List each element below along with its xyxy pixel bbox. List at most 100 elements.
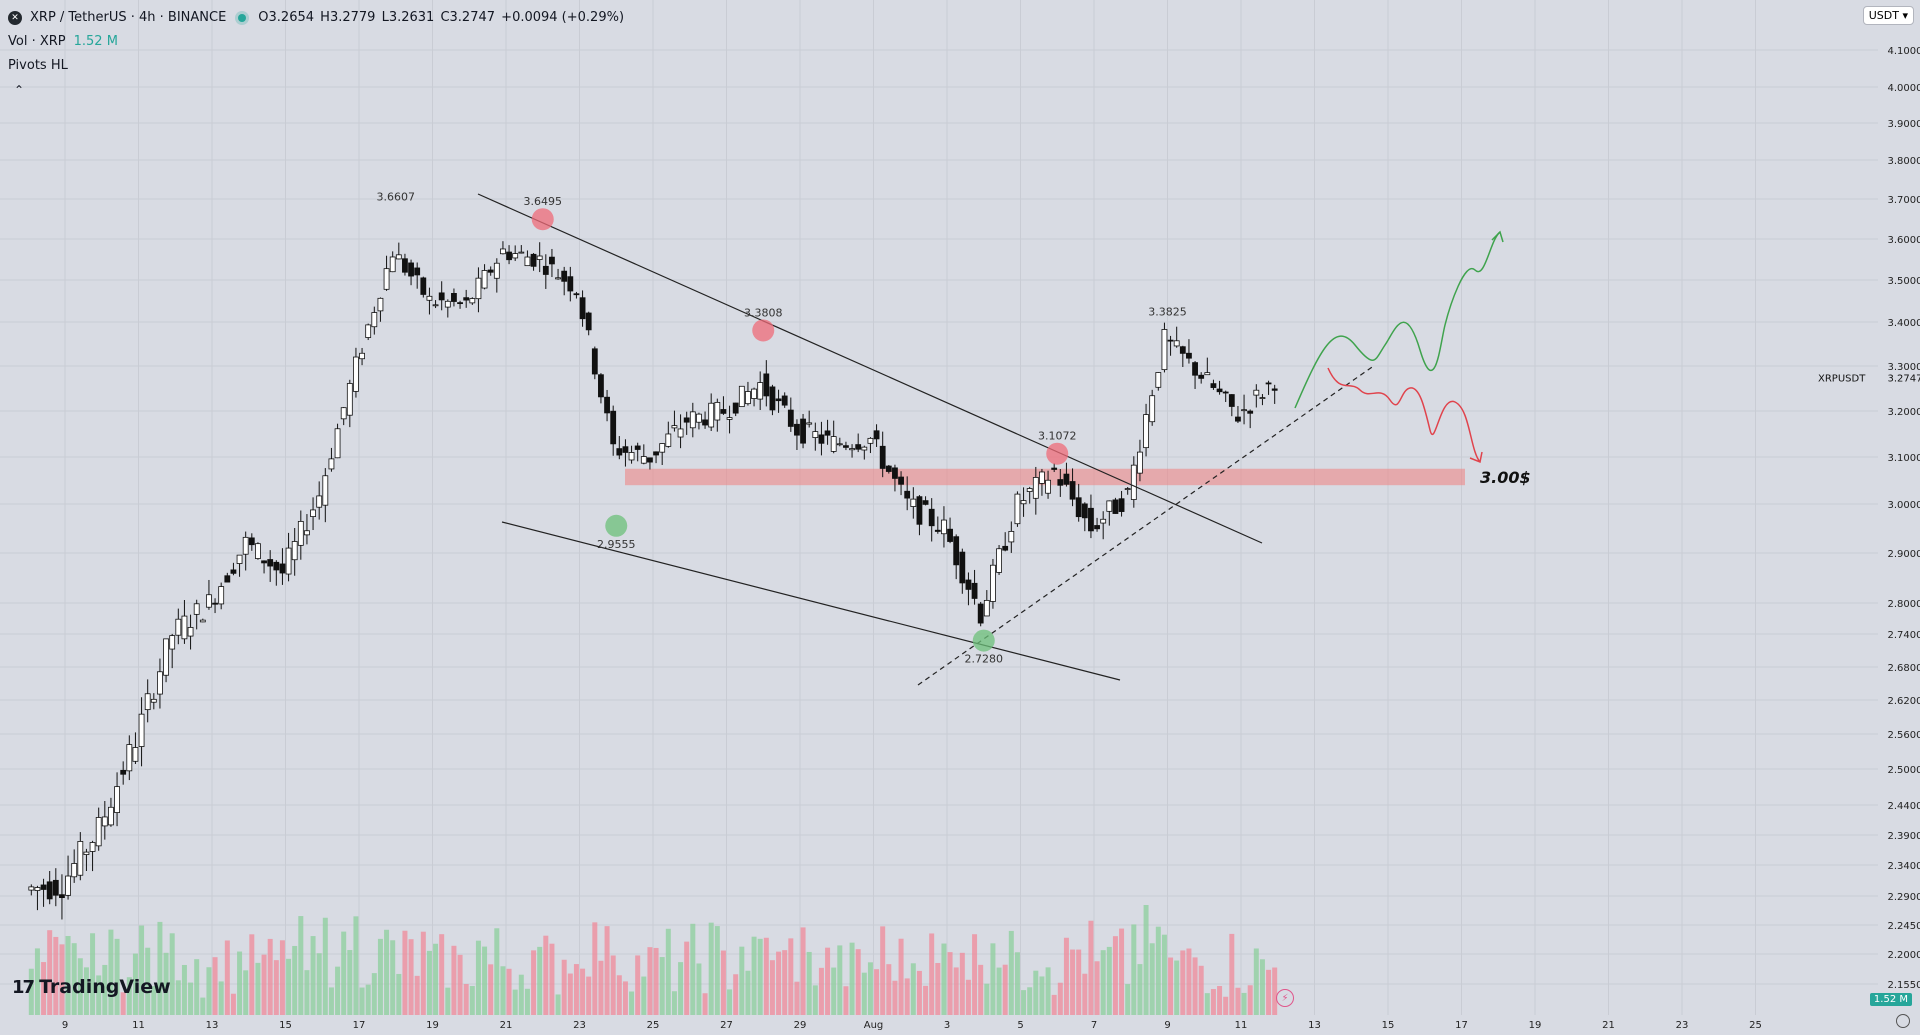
candle-body <box>1265 382 1272 385</box>
volume-bar <box>1051 994 1057 1015</box>
volume-bar <box>286 958 292 1015</box>
volume-bar <box>1137 964 1143 1015</box>
bullish-projection-path <box>1294 231 1501 409</box>
bullish-arrowhead-icon <box>1491 230 1504 243</box>
volume-bar <box>1204 993 1210 1015</box>
volume-row[interactable]: Vol · XRP 1.52 M <box>8 30 626 54</box>
volume-bar <box>1217 986 1223 1015</box>
volume-bar <box>433 943 439 1015</box>
volume-bar <box>923 985 929 1015</box>
time-axis-tick: 25 <box>1749 1020 1762 1031</box>
volume-bar <box>641 976 647 1015</box>
bearish-arrowhead-icon <box>1469 451 1483 464</box>
collapse-chevron-icon[interactable]: ⌃ <box>14 83 25 97</box>
candle-body <box>457 302 463 305</box>
volume-bar <box>892 980 898 1015</box>
support-zone-label: 3.00$ <box>1480 468 1531 487</box>
volume-bar <box>322 917 328 1015</box>
time-axis-tick: 21 <box>1602 1020 1615 1031</box>
candle-body <box>1014 493 1021 525</box>
ohlc-values: O3.2654 H3.2779 L3.2631 C3.2747 +0.0094 … <box>258 6 626 30</box>
volume-bar <box>34 948 40 1015</box>
volume-bar <box>500 966 506 1015</box>
volume-bar <box>1223 996 1229 1015</box>
candle-body <box>365 324 372 338</box>
candle-body <box>941 519 947 535</box>
candle-body <box>438 292 445 301</box>
candle-body <box>1228 394 1235 407</box>
volume-bar <box>163 952 169 1015</box>
volume-bar <box>684 941 690 1015</box>
settings-icon[interactable] <box>1896 1014 1910 1028</box>
indicator-row[interactable]: Pivots HL <box>8 54 626 78</box>
volume-bar <box>984 983 990 1015</box>
price-axis-tick: 2.2000 <box>1888 950 1920 961</box>
candle-body <box>1253 389 1260 396</box>
pivot-label: 3.6607 <box>377 191 416 204</box>
time-axis-tick: 7 <box>1091 1020 1097 1031</box>
volume-bar <box>1272 967 1278 1015</box>
volume-bar <box>445 987 451 1015</box>
candle-body <box>512 253 519 259</box>
volume-bar <box>341 931 347 1015</box>
volume-bar <box>647 947 653 1015</box>
candle-body <box>622 446 629 453</box>
candle-body <box>1002 545 1009 551</box>
price-axis-tick: 3.2000 <box>1888 407 1920 418</box>
candle-body <box>1222 391 1229 394</box>
volume-bar <box>1119 928 1125 1015</box>
candle-body <box>947 528 953 542</box>
candle-body <box>904 490 911 499</box>
pivot-label: 3.6495 <box>524 195 563 208</box>
candle-body <box>714 402 721 421</box>
volume-bar <box>396 973 402 1015</box>
price-axis-tick: 3.3000 <box>1888 362 1920 373</box>
time-axis-tick: 17 <box>1455 1020 1468 1031</box>
tradingview-logo[interactable]: 𝟭𝟳 TradingView <box>12 976 171 998</box>
chart-legend: ✕ XRP / TetherUS · 4h · BINANCE O3.2654 … <box>8 6 626 102</box>
candle-body <box>346 383 353 416</box>
volume-bar <box>1033 970 1039 1015</box>
candle-body <box>598 374 604 398</box>
volume-bar <box>273 960 279 1015</box>
price-axis-background <box>1878 0 1920 1035</box>
volume-bar <box>549 943 555 1015</box>
lightning-icon[interactable]: ⚡ <box>1276 989 1294 1007</box>
volume-bar <box>1266 969 1272 1015</box>
price-axis-tick: 2.9000 <box>1888 549 1920 560</box>
volume-bar <box>114 938 120 1015</box>
pivot-label: 2.9555 <box>597 538 636 551</box>
volume-bar <box>1247 985 1253 1015</box>
time-axis-tick: Aug <box>864 1020 884 1031</box>
volume-bar <box>665 928 671 1015</box>
candle-body <box>493 262 500 279</box>
candle-body <box>708 402 715 428</box>
candle-body <box>193 603 200 615</box>
volume-bar <box>812 985 818 1015</box>
candle-body <box>775 398 782 402</box>
candle-body <box>353 356 359 392</box>
candle-body <box>971 582 978 599</box>
volume-bar <box>586 976 592 1015</box>
volume-bar <box>1039 976 1045 1015</box>
candle-body <box>157 671 163 695</box>
volume-bar <box>1014 952 1020 1015</box>
candle-body <box>212 602 218 605</box>
candle-body <box>1137 451 1143 474</box>
candle-body <box>1161 329 1168 371</box>
price-axis-tick: 2.5600 <box>1888 730 1920 741</box>
volume-bar <box>65 936 71 1015</box>
currency-select-button[interactable]: USDT ▾ <box>1862 6 1914 25</box>
symbol-title[interactable]: XRP / TetherUS · 4h · BINANCE <box>30 10 227 25</box>
volume-bar <box>304 970 310 1015</box>
volume-bar <box>249 934 255 1015</box>
volume-bar <box>371 973 377 1015</box>
pivot-marker <box>972 629 995 652</box>
candle-body <box>996 548 1002 573</box>
volume-bar <box>972 934 978 1015</box>
candle-body <box>1247 410 1254 414</box>
candle-body <box>267 559 274 567</box>
candle-body <box>542 265 549 275</box>
candle-body <box>132 747 139 762</box>
